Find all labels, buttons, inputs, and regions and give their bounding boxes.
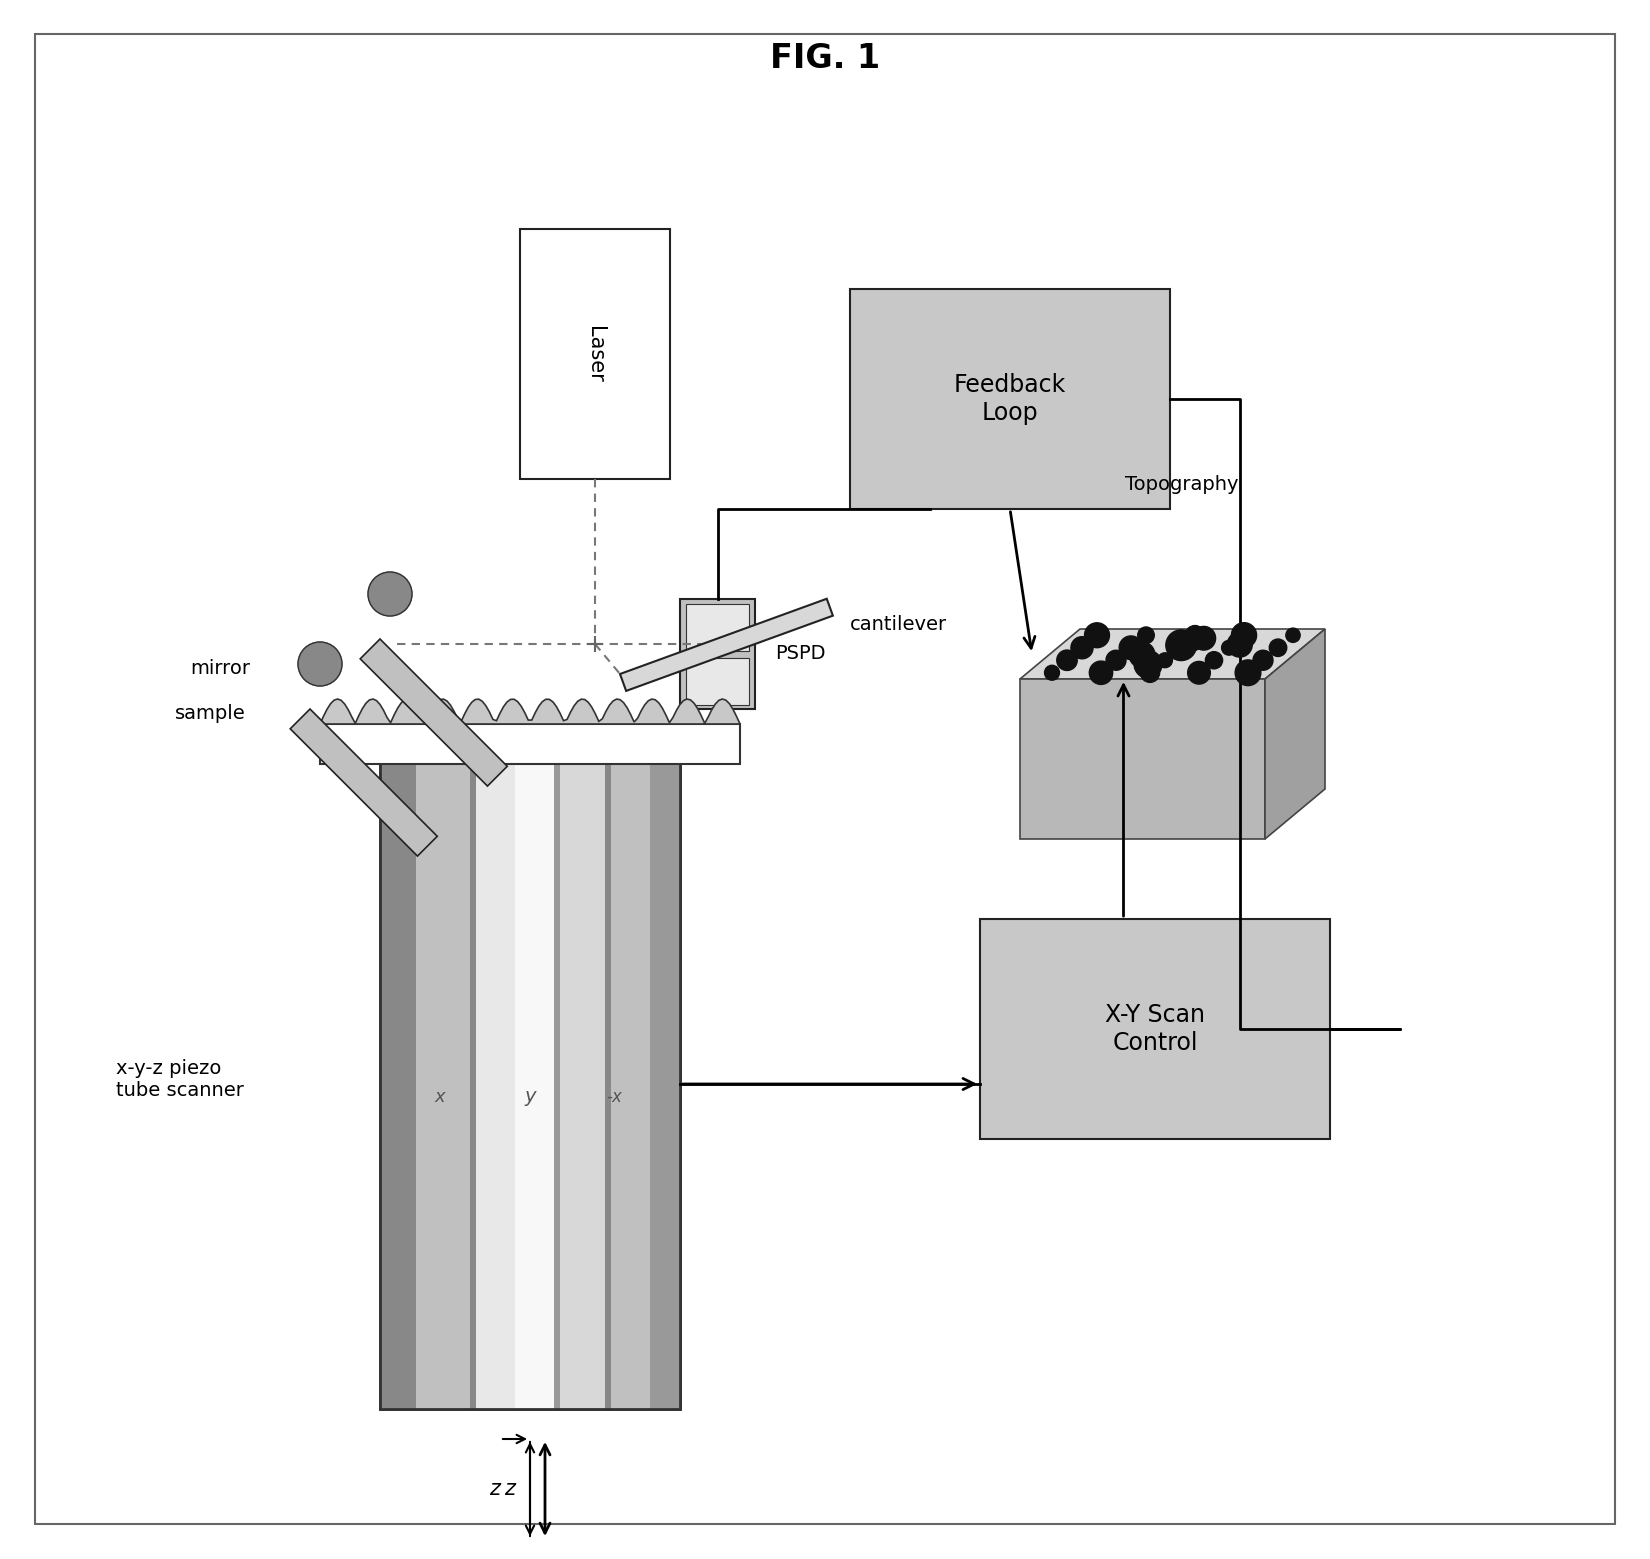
Bar: [475, 759, 515, 1409]
Circle shape: [1084, 622, 1109, 647]
Bar: [515, 759, 554, 1409]
Text: Feedback
Loop: Feedback Loop: [954, 373, 1066, 426]
Bar: [610, 759, 650, 1409]
Polygon shape: [620, 599, 833, 691]
Circle shape: [1228, 631, 1252, 656]
Bar: [520, 229, 670, 479]
Polygon shape: [290, 709, 437, 856]
Bar: [559, 759, 606, 1409]
Polygon shape: [1020, 680, 1266, 839]
Text: -x: -x: [606, 1088, 622, 1105]
Bar: [554, 759, 559, 1409]
Circle shape: [1089, 661, 1112, 684]
Circle shape: [1285, 628, 1300, 642]
Circle shape: [1252, 650, 1274, 670]
Bar: [980, 918, 1330, 1140]
Bar: [606, 759, 610, 1409]
Circle shape: [1158, 653, 1173, 667]
Circle shape: [1044, 666, 1059, 680]
Bar: [686, 658, 749, 705]
Circle shape: [1181, 628, 1203, 650]
Bar: [686, 603, 749, 652]
Text: PSPD: PSPD: [776, 644, 825, 664]
Bar: [416, 759, 470, 1409]
Circle shape: [1106, 650, 1125, 670]
Text: sample: sample: [175, 705, 246, 723]
Circle shape: [1140, 663, 1160, 683]
Bar: [850, 288, 1170, 508]
Bar: [650, 759, 680, 1409]
Circle shape: [1119, 636, 1143, 659]
Polygon shape: [320, 698, 739, 723]
Polygon shape: [1266, 628, 1325, 839]
Bar: [680, 599, 756, 709]
Circle shape: [1236, 659, 1261, 686]
Text: cantilever: cantilever: [850, 614, 947, 633]
Circle shape: [1129, 642, 1155, 667]
Text: Topography: Topography: [1125, 474, 1239, 494]
Circle shape: [368, 572, 412, 616]
Bar: [470, 759, 475, 1409]
Circle shape: [1191, 627, 1216, 650]
Circle shape: [299, 642, 342, 686]
Text: x: x: [434, 1088, 446, 1105]
Circle shape: [1071, 636, 1092, 659]
Text: Laser: Laser: [586, 326, 606, 382]
Text: FIG. 1: FIG. 1: [771, 42, 879, 75]
Circle shape: [1269, 639, 1287, 656]
Bar: [380, 759, 416, 1409]
Text: mirror: mirror: [190, 659, 251, 678]
Text: X-Y Scan
Control: X-Y Scan Control: [1106, 1002, 1204, 1055]
Text: z: z: [490, 1479, 500, 1500]
Polygon shape: [1020, 628, 1325, 680]
Polygon shape: [360, 639, 507, 786]
Circle shape: [1172, 639, 1190, 656]
Bar: [380, 759, 680, 1409]
Circle shape: [1185, 625, 1204, 645]
Circle shape: [1206, 652, 1223, 669]
Circle shape: [1056, 650, 1077, 670]
Circle shape: [1221, 641, 1236, 655]
Text: y: y: [525, 1088, 536, 1107]
Circle shape: [1167, 630, 1196, 661]
Circle shape: [1138, 627, 1155, 644]
Text: z: z: [503, 1479, 515, 1500]
Circle shape: [1188, 661, 1211, 684]
Circle shape: [1231, 622, 1257, 649]
Text: x-y-z piezo
tube scanner: x-y-z piezo tube scanner: [116, 1059, 244, 1099]
Bar: [320, 723, 739, 764]
Circle shape: [1134, 650, 1162, 678]
Bar: [380, 759, 680, 1409]
